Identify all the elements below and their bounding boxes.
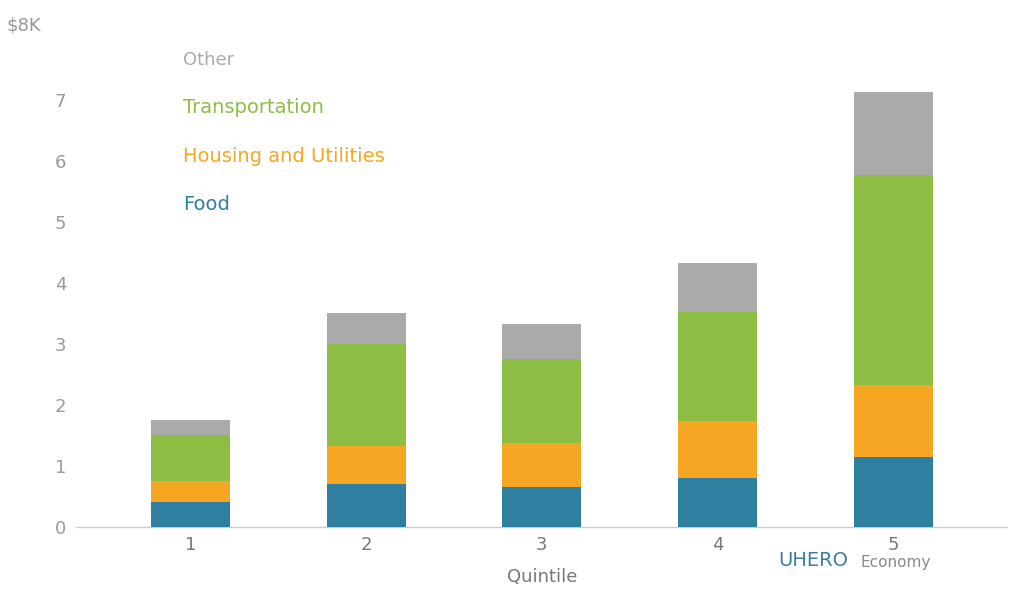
- Bar: [151, 420, 230, 435]
- Bar: [678, 312, 757, 421]
- Bar: [327, 446, 406, 484]
- Text: $8K: $8K: [6, 16, 41, 34]
- Bar: [678, 263, 757, 312]
- Bar: [502, 487, 582, 527]
- Text: Transportation: Transportation: [183, 98, 325, 117]
- Bar: [854, 385, 933, 456]
- Bar: [502, 443, 582, 487]
- Text: Other: Other: [183, 51, 234, 69]
- Text: Economy: Economy: [860, 555, 931, 570]
- Bar: [327, 344, 406, 446]
- Bar: [151, 435, 230, 481]
- Text: Housing and Utilities: Housing and Utilities: [183, 147, 385, 166]
- Bar: [854, 174, 933, 385]
- Bar: [151, 502, 230, 527]
- Bar: [327, 314, 406, 344]
- Text: UHERO: UHERO: [778, 551, 848, 570]
- Bar: [502, 324, 582, 359]
- Bar: [151, 481, 230, 502]
- Bar: [854, 456, 933, 527]
- Bar: [678, 421, 757, 478]
- Bar: [502, 359, 582, 443]
- Text: Food: Food: [183, 195, 230, 214]
- X-axis label: Quintile: Quintile: [507, 569, 577, 586]
- Bar: [678, 478, 757, 527]
- Bar: [854, 92, 933, 174]
- Bar: [327, 484, 406, 527]
